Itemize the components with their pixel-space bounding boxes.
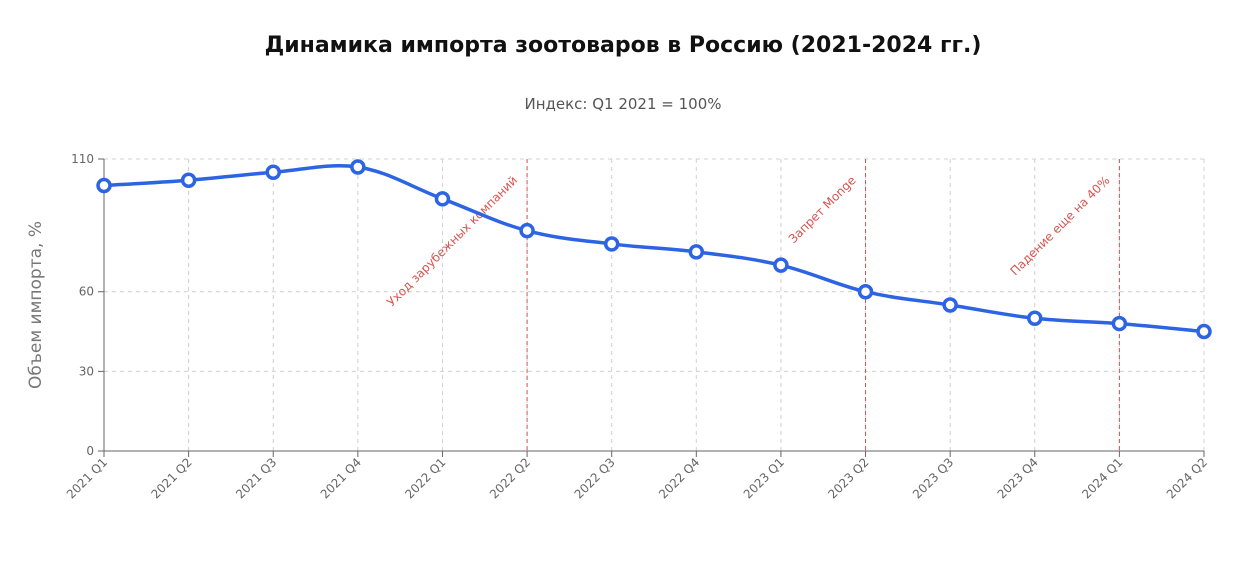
- y-tick-label: 110: [71, 152, 94, 166]
- x-tick-label: 2023 Q1: [741, 455, 787, 501]
- x-tick-label: 2023 Q4: [995, 455, 1041, 501]
- x-tick-label: 2024 Q2: [1164, 455, 1210, 501]
- chart-title: Динамика импорта зоотоваров в Россию (20…: [265, 33, 982, 58]
- data-point: [857, 283, 874, 300]
- data-point: [1027, 310, 1043, 327]
- series-line: [102, 164, 1206, 334]
- event-annotation: Падение еще на 40%: [1008, 173, 1113, 278]
- data-point: [96, 177, 112, 194]
- data-point: [434, 191, 451, 207]
- grid-layer: [104, 158, 1205, 451]
- event-annotation: Уход зарубежных компаний: [384, 173, 520, 309]
- data-point: [265, 164, 281, 181]
- data-point: [1111, 315, 1128, 332]
- x-tick-label: 2023 Q3: [910, 455, 956, 501]
- x-tick-label: 2022 Q2: [487, 455, 533, 501]
- x-tick-label: 2021 Q1: [64, 455, 110, 501]
- chart-subtitle: Индекс: Q1 2021 = 100%: [524, 95, 721, 113]
- x-tick-label: 2022 Q1: [402, 455, 448, 501]
- y-tick-label: 30: [79, 364, 94, 378]
- data-point: [688, 244, 705, 260]
- x-tick-label: 2021 Q2: [148, 455, 194, 501]
- data-point: [180, 172, 197, 188]
- x-tick-label: 2021 Q3: [233, 455, 279, 501]
- data-point: [519, 222, 535, 239]
- data-point: [350, 159, 366, 175]
- x-tick-label: 2023 Q2: [825, 455, 871, 501]
- x-tick-label: 2021 Q4: [318, 455, 364, 501]
- data-point: [773, 257, 789, 273]
- y-tick-label: 0: [86, 444, 94, 458]
- x-tick-label: 2022 Q3: [572, 455, 618, 501]
- x-tick-label: 2024 Q1: [1079, 455, 1125, 501]
- tick-layer: 0 30 60 110 2021 Q1 2021 Q2 2021 Q3 2021 Q4 2022…: [64, 152, 1210, 501]
- x-tick-label: 2022 Q4: [656, 455, 702, 501]
- axis-layer: [98, 158, 1205, 457]
- series-layer: [96, 159, 1212, 340]
- y-tick-label: 60: [79, 285, 94, 299]
- y-axis-label: Объем импорта, %: [26, 221, 46, 389]
- data-point: [603, 236, 620, 252]
- data-point: [942, 297, 958, 313]
- event-layer: Уход зарубежных компаний Запрет Monge Паде…: [384, 159, 1120, 451]
- event-annotation: Запрет Monge: [786, 173, 859, 246]
- data-point: [1196, 323, 1212, 340]
